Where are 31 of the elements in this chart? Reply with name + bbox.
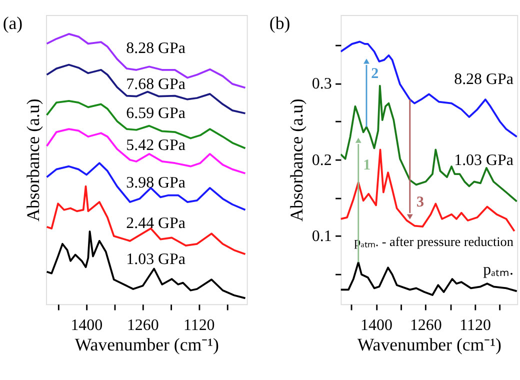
line-series (340, 261, 518, 296)
x-tick-label: 1400 (360, 316, 392, 334)
y-tick-label: 0.2 (312, 152, 332, 169)
y-axis-title: Absorbance (a.u) (22, 98, 43, 222)
annotation: 3 (416, 194, 424, 210)
y-tick-label: 0.1 (312, 228, 332, 245)
x-axis-title: Wavenumber (cm⁻¹) (357, 334, 502, 355)
x-axis-title: Wavenumber (cm⁻¹) (74, 334, 219, 355)
x-tick-label: 1260 (126, 316, 159, 334)
line-series (340, 40, 518, 138)
x-tick-label: 1260 (410, 316, 442, 334)
series-label: 6.59 GPa (126, 104, 186, 122)
annotation: 2 (371, 66, 379, 82)
line-series (340, 148, 516, 232)
x-tick-label: 1120 (183, 316, 215, 334)
annotation: 1 (363, 157, 371, 174)
series-label: 7.68 GPa (126, 76, 186, 93)
series-label: 2.44 GPa (126, 214, 186, 232)
x-tick-label: 1120 (460, 316, 491, 334)
series-label: pₐₜₘ. (483, 261, 514, 278)
series-label: 1.03 GPa (126, 251, 186, 268)
series-label: 8.28 GPa (126, 40, 186, 58)
chart-title: (b) (269, 13, 290, 34)
series-label: 8.28 GPa (454, 71, 514, 88)
series-label: 5.42 GPa (126, 136, 186, 154)
x-tick-label: 1400 (70, 316, 103, 334)
y-axis-title: Absorbance (a.u) (286, 98, 306, 222)
y-tick-label: 0.3 (312, 76, 332, 93)
chart-title: (a) (2, 13, 23, 34)
series-label: 1.03 GPa (454, 152, 514, 169)
series-label: 3.98 GPa (126, 174, 186, 192)
